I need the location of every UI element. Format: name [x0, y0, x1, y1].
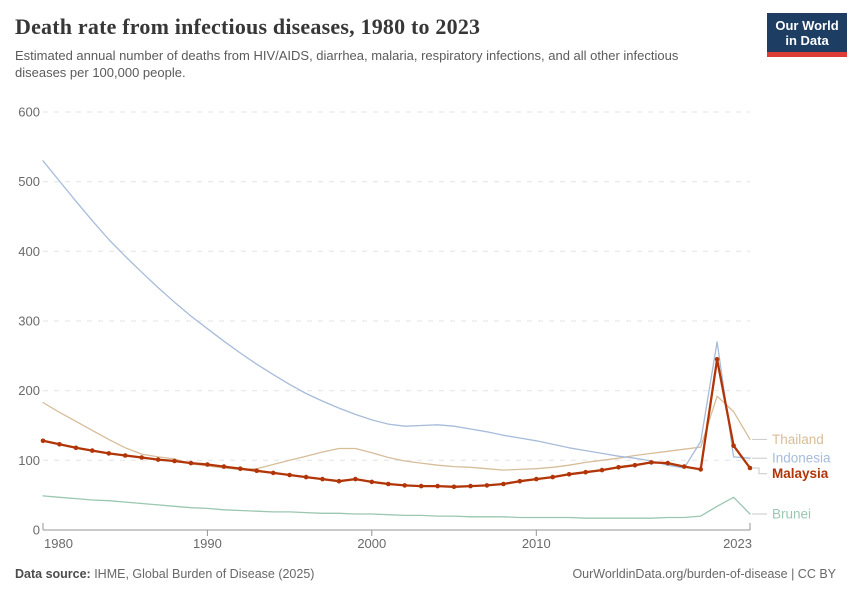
- marker-malaysia-2020[interactable]: [698, 467, 703, 472]
- y-tick-label-600: 600: [18, 105, 40, 120]
- marker-malaysia-1984[interactable]: [106, 451, 112, 456]
- marker-malaysia-2021[interactable]: [714, 357, 720, 362]
- legend-label-brunei[interactable]: Brunei: [772, 507, 811, 522]
- marker-malaysia-1998[interactable]: [336, 478, 342, 484]
- marker-malaysia-1980[interactable]: [40, 438, 46, 444]
- marker-malaysia-1990[interactable]: [205, 462, 210, 467]
- marker-malaysia-2007[interactable]: [484, 483, 490, 488]
- marker-malaysia-2003[interactable]: [418, 483, 424, 489]
- owid-logo-line2: in Data: [785, 33, 829, 48]
- x-tick-label-2010: 2010: [522, 536, 551, 551]
- marker-malaysia-1989[interactable]: [188, 460, 194, 466]
- marker-malaysia-1985[interactable]: [122, 453, 128, 458]
- marker-malaysia-1986[interactable]: [139, 455, 144, 460]
- page-title: Death rate from infectious diseases, 198…: [15, 14, 481, 39]
- marker-malaysia-2014[interactable]: [599, 467, 605, 473]
- legend-label-indonesia[interactable]: Indonesia: [772, 451, 831, 466]
- marker-malaysia-2000[interactable]: [369, 479, 375, 485]
- series-line-indonesia[interactable]: [42, 160, 751, 469]
- marker-malaysia-2019[interactable]: [681, 464, 687, 469]
- x-tick-label-2000: 2000: [357, 536, 386, 551]
- y-tick-label-500: 500: [18, 174, 40, 189]
- marker-malaysia-1988[interactable]: [172, 458, 177, 464]
- x-tick-label-1980: 1980: [44, 536, 73, 551]
- marker-malaysia-1996[interactable]: [303, 474, 309, 480]
- data-source-note: Data source: IHME, Global Burden of Dise…: [15, 567, 314, 581]
- marker-malaysia-2018[interactable]: [665, 460, 671, 466]
- marker-malaysia-2016[interactable]: [632, 462, 638, 468]
- chart-footer: Data source: IHME, Global Burden of Dise…: [15, 567, 836, 581]
- marker-malaysia-2017[interactable]: [649, 460, 654, 465]
- marker-malaysia-1995[interactable]: [287, 472, 292, 478]
- marker-malaysia-2013[interactable]: [583, 469, 588, 475]
- data-source-text: IHME, Global Burden of Disease (2025): [90, 567, 315, 581]
- data-source-label: Data source:: [15, 567, 91, 581]
- owid-link[interactable]: OurWorldinData.org/burden-of-disease | C…: [572, 567, 836, 581]
- marker-malaysia-1983[interactable]: [90, 448, 95, 453]
- legend-label-thailand[interactable]: Thailand: [772, 432, 824, 447]
- marker-malaysia-2004[interactable]: [435, 483, 440, 489]
- marker-malaysia-2010[interactable]: [534, 476, 539, 482]
- marker-malaysia-2011[interactable]: [550, 474, 555, 480]
- y-tick-label-0: 0: [33, 523, 40, 538]
- marker-malaysia-2022[interactable]: [731, 443, 736, 449]
- series-line-thailand[interactable]: [42, 395, 751, 471]
- marker-malaysia-1992[interactable]: [238, 466, 243, 472]
- series-line-malaysia[interactable]: [41, 358, 752, 488]
- marker-malaysia-2009[interactable]: [517, 478, 523, 484]
- marker-malaysia-2002[interactable]: [402, 483, 408, 488]
- marker-malaysia-2001[interactable]: [386, 481, 391, 487]
- marker-malaysia-1999[interactable]: [353, 476, 358, 482]
- marker-malaysia-2023[interactable]: [747, 465, 753, 471]
- x-tick-label-1990: 1990: [193, 536, 222, 551]
- marker-malaysia-2005[interactable]: [451, 484, 457, 490]
- marker-malaysia-1993[interactable]: [254, 468, 259, 474]
- y-tick-label-200: 200: [18, 383, 40, 398]
- y-tick-label-400: 400: [18, 244, 40, 259]
- owid-logo-line1: Our World: [775, 18, 839, 33]
- y-tick-label-300: 300: [18, 314, 40, 329]
- chart-subtitle: Estimated annual number of deaths from H…: [15, 48, 679, 80]
- marker-malaysia-1994[interactable]: [270, 470, 276, 476]
- x-tick-label-2023: 2023: [723, 536, 752, 551]
- marker-malaysia-1991[interactable]: [221, 464, 227, 469]
- marker-malaysia-2012[interactable]: [566, 472, 572, 477]
- y-tick-label-100: 100: [18, 453, 40, 468]
- legend-label-malaysia[interactable]: Malaysia: [772, 466, 829, 481]
- marker-malaysia-2006[interactable]: [468, 483, 473, 489]
- marker-malaysia-1981[interactable]: [57, 442, 62, 447]
- series-line-brunei[interactable]: [42, 495, 751, 519]
- owid-logo[interactable]: Our World in Data: [767, 13, 847, 57]
- marker-malaysia-1987[interactable]: [155, 457, 161, 462]
- chart-header: Death rate from infectious diseases, 198…: [15, 14, 755, 81]
- marker-malaysia-2008[interactable]: [501, 481, 506, 487]
- marker-malaysia-1997[interactable]: [320, 476, 325, 482]
- legend-connector-malaysia: [752, 467, 767, 475]
- marker-malaysia-2015[interactable]: [616, 465, 621, 470]
- marker-malaysia-1982[interactable]: [73, 445, 79, 451]
